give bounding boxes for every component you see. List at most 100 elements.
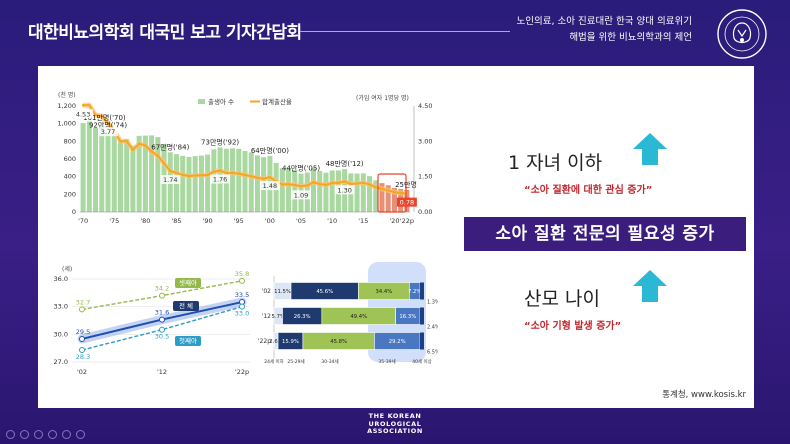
fertility-point — [337, 181, 340, 185]
legend-births-swatch — [198, 99, 205, 104]
age-tick-label: 27.0 — [54, 358, 68, 366]
births-bar — [317, 170, 323, 212]
source-citation: 통계청, www.kosis.kr — [662, 390, 746, 400]
births-bar — [385, 185, 391, 212]
fertility-point — [168, 169, 172, 173]
pen-icon[interactable] — [34, 430, 43, 439]
x-tick-label: '85 — [171, 217, 181, 225]
fertility-point — [374, 185, 378, 189]
births-bar — [136, 135, 142, 212]
births-data-label: 44만명('05) — [282, 164, 320, 173]
births-bar — [93, 127, 99, 212]
rate-data-label: 1.09 — [294, 191, 308, 199]
fertility-point — [162, 162, 166, 165]
fertility-point — [380, 187, 384, 191]
association-wordmark: THE KOREAN UROLOGICAL ASSOCIATION — [0, 412, 790, 436]
segment-label: 45.6% — [316, 289, 333, 295]
age-point — [159, 326, 165, 333]
arrow-up-icon — [633, 270, 667, 302]
segment-label-40plus: 2.4% — [427, 325, 438, 331]
segment-label: 2.6% — [269, 339, 282, 345]
x-tick-label: '90 — [203, 217, 213, 225]
segment-label-40plus: 6.5% — [427, 350, 438, 356]
segment-label: 15.9% — [282, 339, 299, 345]
age-tick-label: 36.0 — [54, 275, 68, 283]
births-bar — [279, 168, 285, 212]
age-value-label: 28.3 — [76, 353, 90, 361]
births-bar — [205, 154, 211, 212]
series-tag-bg — [175, 336, 201, 346]
rate-label-bg — [334, 185, 355, 195]
fertility-point — [343, 180, 346, 183]
right-tick-label: 4.50 — [418, 102, 432, 110]
rate-data-label: 1.74 — [163, 176, 177, 184]
births-bar — [242, 150, 248, 212]
births-bar — [105, 130, 111, 212]
recent-highlight — [377, 173, 407, 213]
births-bar — [86, 121, 92, 212]
arrow-up-icon — [633, 133, 667, 165]
segment-label: 34.4% — [375, 289, 392, 295]
header: 대한비뇨의학회 대국민 보고 기자간담회 노인의료, 소아 진료대란 한국 양대… — [0, 0, 790, 62]
fertility-point — [268, 175, 272, 179]
births-bar — [367, 176, 373, 212]
wordmark-line-2: UROLOGICAL — [368, 419, 422, 428]
next-slide-icon[interactable] — [20, 430, 29, 439]
series-tag: 첫째아 — [179, 336, 197, 345]
rate-data-label: 1.48 — [263, 182, 277, 190]
age-group-label: 40세 이상 — [412, 358, 432, 365]
fertility-point — [355, 182, 359, 185]
fertility-point — [386, 189, 390, 192]
x-tick-label: '95 — [234, 217, 244, 225]
age-value-label: 31.6 — [155, 309, 169, 317]
fertility-point — [144, 144, 147, 147]
births-data-label: 67만명('84) — [151, 142, 189, 151]
fertility-point — [324, 183, 328, 187]
age-value-label: 30.5 — [155, 333, 169, 341]
rate-label-bg — [160, 175, 181, 185]
age-value-label: 32.7 — [76, 298, 90, 306]
age-tick-label: 33.0 — [54, 303, 68, 311]
left-tick-label: 0 — [72, 208, 76, 216]
left-tick-label: 800 — [64, 137, 76, 145]
fertility-point — [187, 174, 191, 178]
prev-slide-icon[interactable] — [6, 430, 15, 439]
zoom-icon[interactable] — [62, 430, 71, 439]
x-tick-label: '22p — [400, 217, 414, 225]
age-value-label: 29.5 — [76, 328, 90, 336]
fertility-point — [81, 103, 85, 107]
title-divider — [300, 31, 510, 32]
fertility-point — [131, 148, 135, 152]
series-tag-bg — [173, 301, 199, 311]
births-bar — [186, 156, 192, 212]
age-point — [79, 335, 85, 342]
births-bar — [236, 148, 242, 212]
age-value-label: 35.8 — [235, 270, 249, 278]
fertility-point — [262, 177, 265, 181]
fertility-point — [299, 185, 303, 188]
rate-label-bg — [98, 127, 119, 137]
rate-data-label: 0.78 — [400, 199, 414, 207]
age-point — [239, 303, 245, 310]
fertility-point — [237, 172, 241, 175]
x-tick-label: '10 — [327, 217, 337, 225]
segment-label: 49.4% — [350, 314, 367, 320]
year-tick-label: '02 — [77, 368, 87, 376]
births-bar — [254, 155, 260, 212]
births-bar — [379, 183, 385, 212]
more-options-icon[interactable] — [76, 430, 85, 439]
slide-panel: (천 명) (가임 여자 1명당 명) 출생아 수 합계출산율 0 200 400 6… — [38, 66, 754, 408]
rate-data-label: 1.76 — [213, 176, 227, 184]
bar-row-label: '22p — [258, 338, 271, 345]
fertility-point — [119, 140, 122, 143]
age-tick-label: 30.0 — [54, 330, 68, 338]
fertility-point — [150, 150, 153, 153]
fertility-point — [156, 154, 160, 158]
slides-grid-icon[interactable] — [48, 430, 57, 439]
age-group-label: 24세 이하 — [264, 358, 284, 365]
legend-births: 출생아 수 — [208, 97, 234, 106]
fertility-point — [249, 174, 253, 178]
fertility-point — [212, 170, 216, 174]
fertility-point — [330, 181, 334, 185]
header-subtitle: 노인의료, 소아 진료대란 한국 양대 의료위기 해법을 위한 비뇨의학과의 제… — [492, 14, 692, 46]
